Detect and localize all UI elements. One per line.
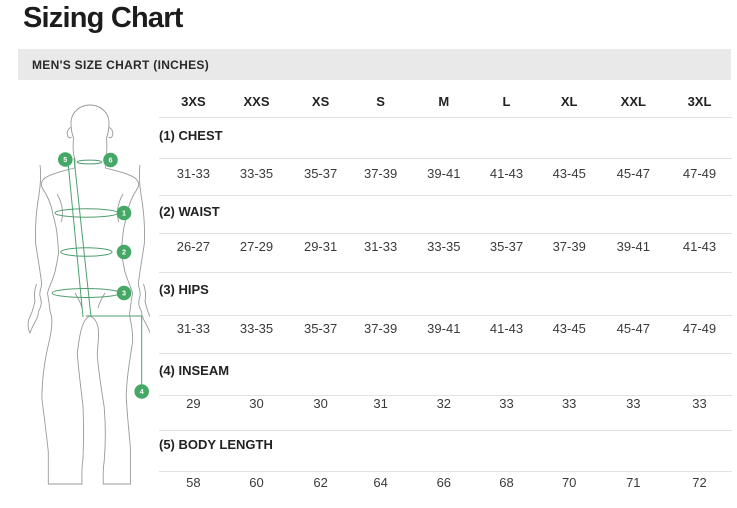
svg-text:1: 1 (122, 209, 126, 218)
svg-text:6: 6 (109, 156, 113, 165)
svg-text:4: 4 (140, 387, 144, 396)
svg-text:5: 5 (63, 155, 67, 164)
svg-text:3: 3 (122, 289, 126, 298)
svg-text:2: 2 (122, 248, 126, 257)
